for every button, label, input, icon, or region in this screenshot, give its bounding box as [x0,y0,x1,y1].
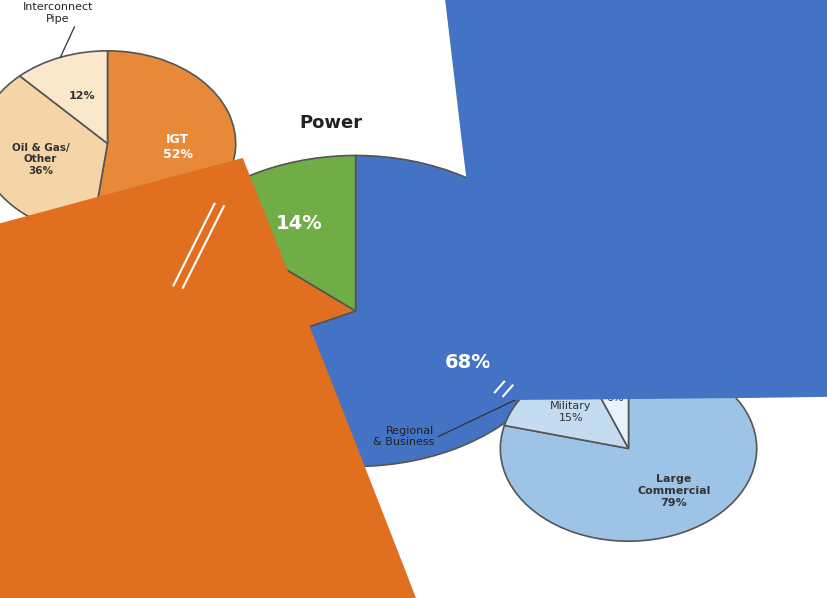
FancyArrowPatch shape [215,0,827,400]
Text: Military
15%: Military 15% [550,401,591,423]
Text: Interconnect
Pipe: Interconnect Pipe [22,2,93,24]
Text: 18%: 18% [200,289,246,309]
Wedge shape [20,51,108,144]
Text: 14%: 14% [275,214,323,233]
Wedge shape [190,155,356,311]
Wedge shape [141,212,356,377]
Wedge shape [0,76,108,236]
Text: 68%: 68% [445,353,491,372]
Text: Aerospace: Aerospace [583,278,689,296]
Wedge shape [92,51,236,236]
Text: Large
Commercial
79%: Large Commercial 79% [638,474,710,508]
Text: Oil & Gas/
Other
36%: Oil & Gas/ Other 36% [12,143,69,176]
Wedge shape [504,362,629,448]
FancyArrowPatch shape [0,158,827,598]
Text: IGT
52%: IGT 52% [163,133,193,161]
Wedge shape [581,356,629,448]
Wedge shape [161,155,571,466]
Text: Regional
& Business: Regional & Business [373,426,434,447]
Text: 6%: 6% [606,393,624,404]
Text: 12%: 12% [69,91,95,101]
Text: Power: Power [299,114,362,132]
Text: General
Industrial
& Other: General Industrial & Other [26,311,124,371]
Wedge shape [500,356,757,541]
